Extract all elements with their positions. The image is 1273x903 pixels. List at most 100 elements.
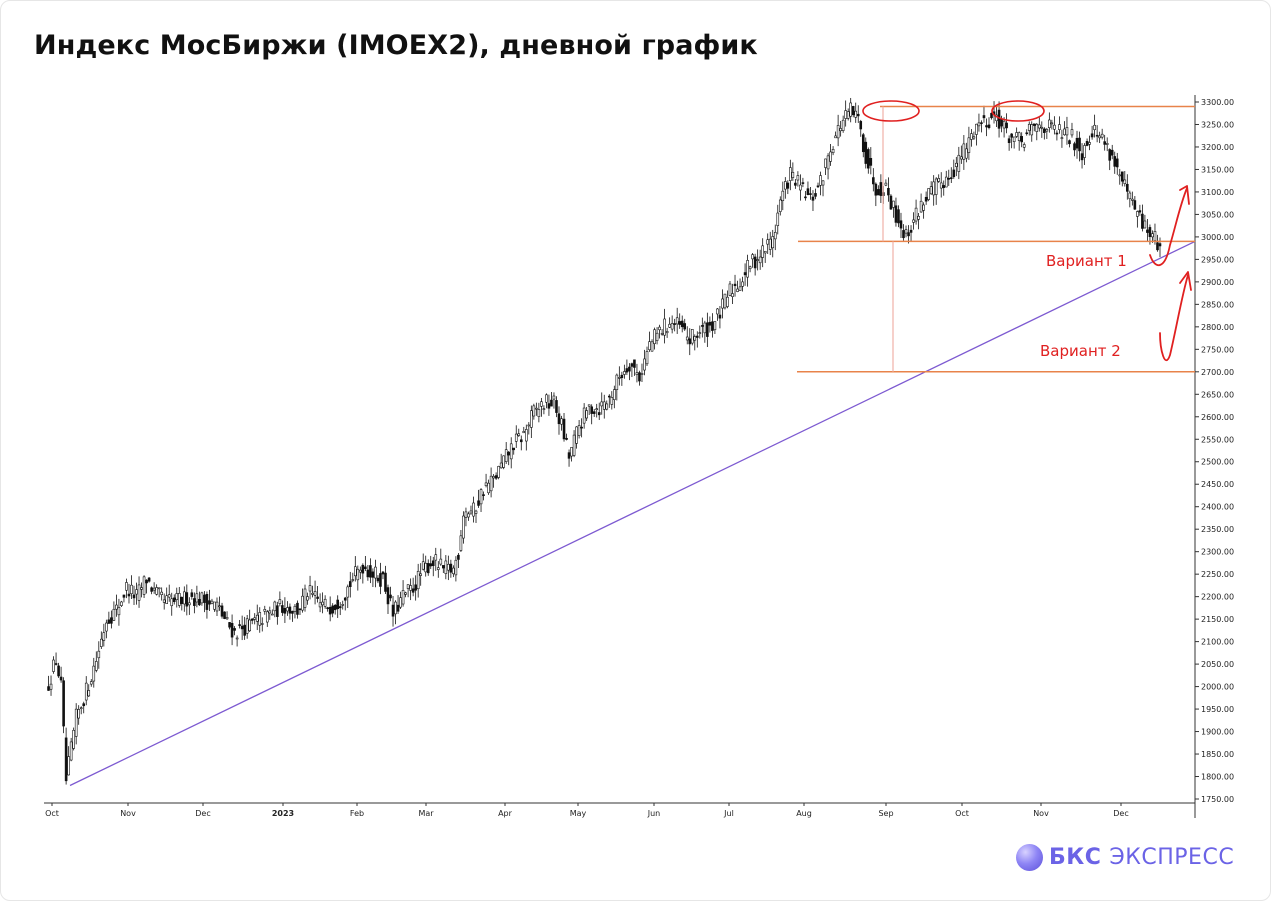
candle-body [1020,136,1023,143]
candle-body [836,125,840,139]
candle-body [683,323,687,330]
candle-body [79,707,83,710]
candle-body [1005,122,1008,129]
candle-body [67,756,70,776]
candle-body [286,607,289,612]
candle-body [177,593,181,606]
candle-body [1095,134,1099,137]
candle-body [391,604,395,617]
candle-body [89,681,93,685]
candle-body [125,582,128,591]
candle-body [957,154,961,172]
y-tick-label: 2200.00 [1201,593,1234,602]
candle-body [152,587,156,591]
candle-body [1060,137,1064,139]
candle-body [454,559,458,576]
candle-body [1055,132,1059,135]
candle-body [761,245,764,258]
candle-body [763,250,767,254]
candle-body [1143,220,1147,229]
candle-body [359,569,362,573]
candle-body [291,610,294,614]
candle-body [59,676,63,681]
candle-body [944,176,948,188]
candle-body [301,595,304,611]
candle-body [741,281,744,287]
candle-body [162,599,166,603]
candle-body [688,338,692,345]
top-marker-circle [991,100,1045,122]
candle-body [497,466,500,478]
candle-body [738,286,742,291]
candle-body [824,158,827,168]
candle-body [331,605,334,614]
candle-body [424,562,428,573]
candle-body [1078,137,1081,152]
y-tick-label: 2650.00 [1201,390,1234,399]
candle-body [1120,171,1124,182]
candle-body [809,193,812,195]
candle-body [663,318,666,336]
candle-body [864,141,868,164]
candle-body [230,622,234,638]
candle-body [814,193,817,197]
candle-body [147,577,151,582]
brand-express-text: ЭКСПРЕСС [1109,844,1235,870]
candle-body [479,489,483,505]
candle-body [1025,132,1029,135]
brand-bks-text: БКС [1049,844,1102,870]
candle-body [318,602,322,608]
candle-body [768,238,772,250]
candle-body [1156,242,1159,251]
candle-body [628,366,631,372]
y-tick-label: 2750.00 [1201,345,1234,354]
candle-body [457,554,460,560]
candle-body [137,584,141,601]
candle-body [947,177,951,180]
candle-body [907,232,910,237]
candle-body [447,563,450,571]
candle-body [288,606,292,614]
candle-body [117,607,121,616]
candle-body [449,563,453,573]
candle-body [268,610,272,614]
candle-body [731,293,734,297]
candle-body [711,321,714,331]
candle-body [613,389,616,400]
candle-body [1045,129,1049,132]
candle-body [892,200,895,208]
candle-body [1105,143,1109,145]
candle-body [597,412,601,416]
candle-body [955,162,958,167]
candle-body [333,604,337,611]
candle-body [580,426,583,429]
candle-body [276,605,279,617]
y-tick-label: 1850.00 [1201,750,1234,759]
candle-body [877,189,880,196]
candle-body [311,592,314,595]
candle-body [582,407,586,424]
candle-body [960,156,963,160]
variant-1-label: Вариант 1 [1046,252,1127,270]
candle-body [786,182,790,189]
y-tick-label: 3200.00 [1201,143,1234,152]
candle-body [303,588,307,608]
candle-body [462,515,465,539]
candle-body [519,439,523,443]
candle-body [296,602,299,615]
candle-body [509,443,513,460]
candle-body [115,604,118,610]
candle-body [982,115,986,119]
candle-body [967,137,971,153]
candle-body [494,475,498,479]
candle-body [653,329,656,344]
candle-body [180,596,184,604]
candle-body [1065,127,1069,136]
candle-body [472,502,475,517]
candle-body [258,612,262,626]
candle-body [899,220,903,229]
candle-body [1068,140,1071,145]
candle-body [394,601,397,615]
candle-body [555,400,558,413]
candle-body [894,205,898,223]
